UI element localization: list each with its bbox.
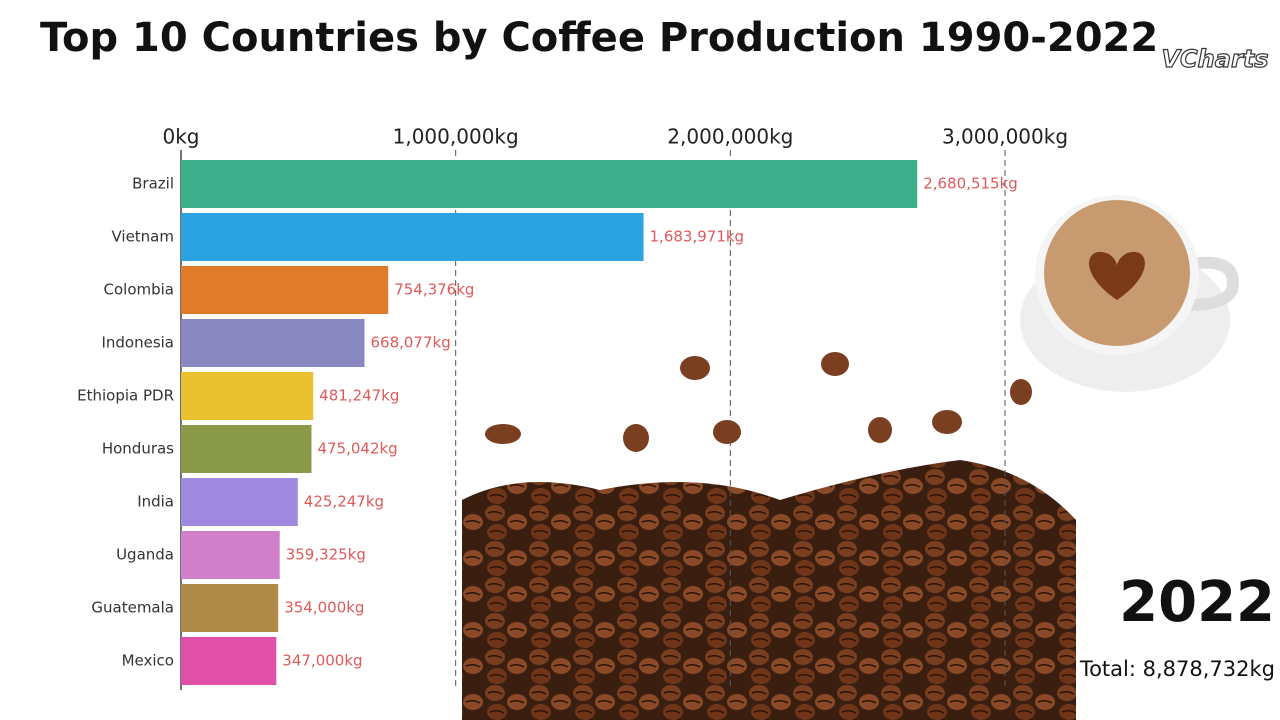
value-label: 2,680,515kg: [923, 175, 1018, 193]
category-label: Indonesia: [101, 334, 174, 352]
category-label: Guatemala: [91, 599, 174, 617]
chart-title: Top 10 Countries by Coffee Production 19…: [40, 15, 1158, 61]
x-tick-label: 3,000,000kg: [942, 125, 1068, 149]
logo: VCharts: [1161, 45, 1268, 73]
coffee-decoration: [462, 195, 1239, 720]
x-tick-label: 0kg: [162, 125, 199, 149]
x-tick-label: 1,000,000kg: [393, 125, 519, 149]
value-label: 475,042kg: [317, 440, 397, 458]
category-label: Vietnam: [111, 228, 174, 246]
value-label: 359,325kg: [286, 546, 366, 564]
bar: [181, 266, 389, 314]
bar: [181, 478, 298, 526]
value-label: 754,376kg: [394, 281, 474, 299]
value-label: 354,000kg: [284, 599, 364, 617]
category-label: Ethiopia PDR: [77, 387, 174, 405]
value-label: 347,000kg: [282, 652, 362, 670]
bar: [181, 425, 312, 473]
category-label: Honduras: [102, 440, 174, 458]
category-label: Brazil: [132, 175, 174, 193]
value-label: 1,683,971kg: [650, 228, 745, 246]
bar: [181, 213, 644, 261]
year-label: 2022: [1119, 570, 1275, 635]
category-label: India: [137, 493, 174, 511]
category-label: Uganda: [116, 546, 174, 564]
bar: [181, 531, 280, 579]
category-label: Colombia: [104, 281, 175, 299]
bar: [181, 584, 279, 632]
category-label: Mexico: [122, 652, 174, 670]
x-tick-label: 2,000,000kg: [667, 125, 793, 149]
value-label: 481,247kg: [319, 387, 399, 405]
total-label: Total: 8,878,732kg: [1079, 657, 1275, 681]
bar: [181, 637, 277, 685]
value-label: 668,077kg: [370, 334, 450, 352]
value-label: 425,247kg: [304, 493, 384, 511]
bar: [181, 372, 314, 420]
bar: [181, 160, 918, 208]
bar: [181, 319, 365, 367]
